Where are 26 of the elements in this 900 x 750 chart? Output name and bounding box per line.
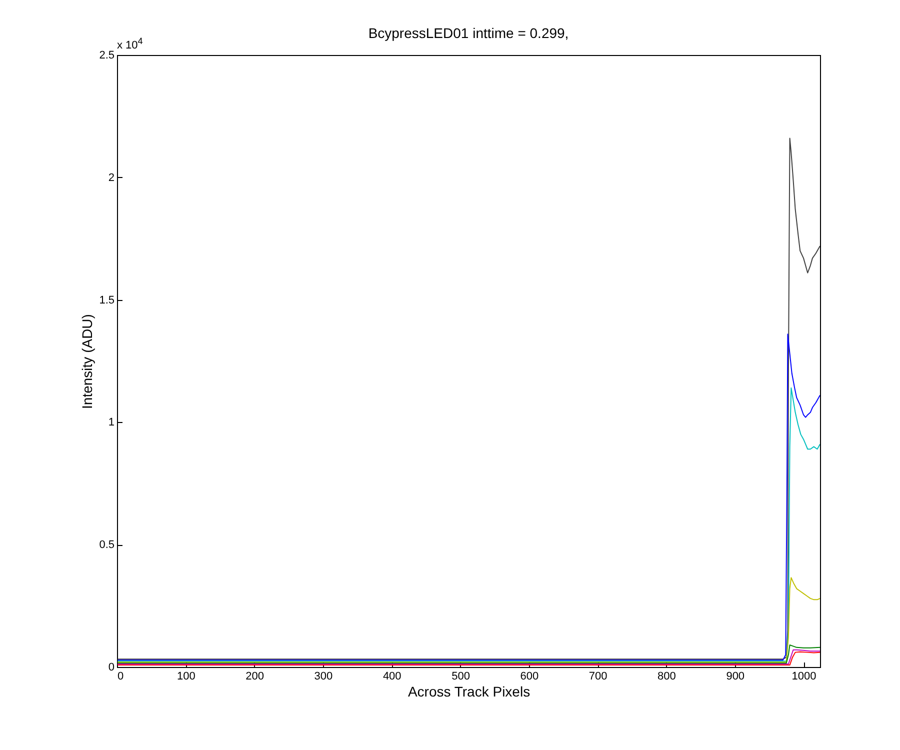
y-tick-label: 1 xyxy=(108,416,114,429)
x-tick-label: 400 xyxy=(382,670,402,682)
y-tick-label: 1.5 xyxy=(99,294,114,306)
y-tick-label: 2 xyxy=(108,172,114,184)
x-tick-label: 600 xyxy=(520,670,539,682)
x-tick-label: 800 xyxy=(658,670,676,682)
x-tick-label: 900 xyxy=(726,670,745,682)
x-tick-label: 1000 xyxy=(792,670,816,682)
y-tick-label: 0 xyxy=(108,662,114,674)
y-tick-label: 2.5 xyxy=(99,50,114,62)
y-axis-title: Intensity (ADU) xyxy=(79,314,96,409)
line-series xyxy=(117,577,820,663)
x-tick-label: 100 xyxy=(176,670,196,682)
line-series xyxy=(117,387,820,662)
chart-title: BcypressLED01 inttime = 0.299, xyxy=(368,25,569,41)
x-axis-title: Across Track Pixels xyxy=(408,684,530,700)
x-tick-label: 500 xyxy=(452,670,470,682)
y-tick-label: 0.5 xyxy=(99,539,114,552)
x-tick-label: 300 xyxy=(314,670,333,682)
line-series xyxy=(117,138,820,660)
line-series xyxy=(117,334,820,661)
x-tick-label: 0 xyxy=(118,670,124,682)
text: x 10$^{4}$ xyxy=(117,36,143,52)
line-series xyxy=(117,644,820,664)
x-tick-label: 700 xyxy=(588,670,608,682)
x-tick-label: 200 xyxy=(246,670,264,682)
